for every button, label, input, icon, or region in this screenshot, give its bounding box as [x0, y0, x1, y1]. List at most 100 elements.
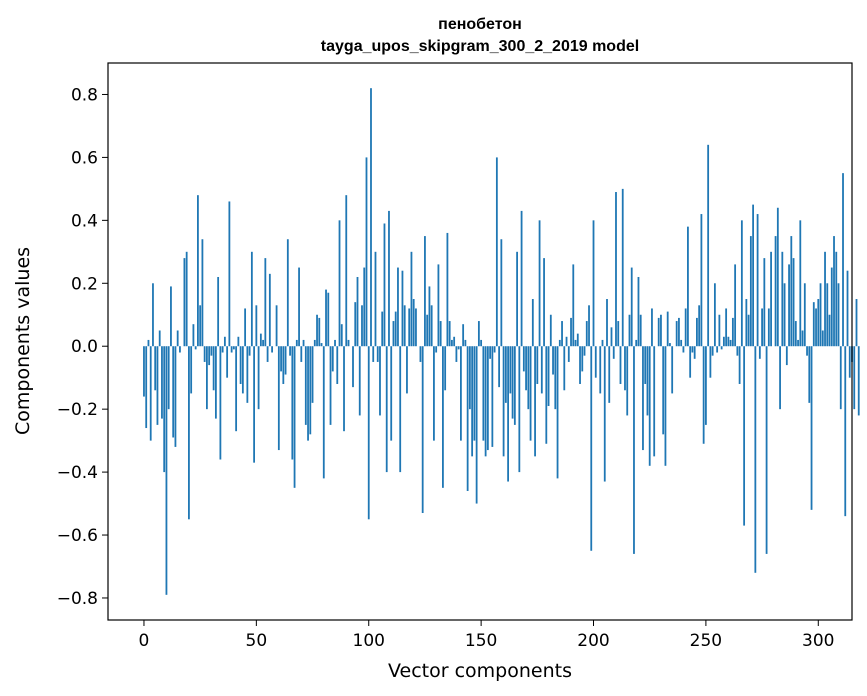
bar	[740, 220, 743, 347]
x-tick-label: 200	[577, 631, 609, 651]
bar	[161, 346, 163, 419]
bar	[152, 283, 154, 347]
bar	[489, 346, 492, 359]
bar	[266, 346, 269, 362]
y-tick-label: 0.6	[71, 148, 98, 168]
bar	[444, 346, 447, 391]
y-tick-label: 0.0	[71, 337, 98, 357]
bar	[156, 346, 159, 425]
bar	[289, 346, 291, 356]
bar	[401, 270, 404, 347]
bar	[709, 346, 712, 378]
bar	[446, 232, 449, 347]
bar	[262, 339, 264, 347]
x-tick-label: 250	[690, 631, 722, 651]
chart-title-line-1: пенобетон	[438, 16, 522, 33]
bar	[844, 346, 847, 517]
bar	[678, 317, 680, 347]
bar	[367, 346, 370, 520]
bar	[713, 283, 716, 347]
bar	[554, 346, 557, 410]
bar	[486, 346, 489, 451]
bar	[552, 346, 554, 375]
bar	[372, 346, 375, 362]
bar	[462, 324, 465, 347]
y-tick-label: 0.4	[71, 211, 98, 231]
bar	[758, 346, 761, 359]
bar	[426, 314, 429, 347]
bar	[259, 333, 262, 347]
bar	[662, 346, 665, 435]
bar	[691, 346, 694, 353]
bar	[637, 276, 640, 347]
bar	[603, 346, 606, 482]
bar	[201, 239, 204, 347]
bar	[696, 317, 698, 347]
bar	[473, 346, 476, 441]
bar	[765, 346, 768, 554]
bar	[592, 220, 595, 347]
bar	[590, 346, 593, 551]
bar	[626, 346, 629, 416]
bar	[756, 214, 759, 347]
bar	[356, 276, 359, 347]
bar	[518, 346, 521, 473]
bar	[291, 346, 294, 460]
bar	[567, 346, 570, 362]
bar	[817, 299, 820, 347]
bar	[682, 346, 685, 353]
bar	[711, 346, 714, 356]
bar	[277, 346, 280, 451]
bar	[226, 346, 229, 378]
bar	[720, 346, 723, 350]
bar	[437, 264, 440, 347]
bar	[170, 286, 172, 347]
bar	[343, 346, 345, 432]
bar	[264, 258, 267, 347]
bar	[536, 346, 539, 384]
y-tick-label: −0.4	[57, 463, 98, 483]
bar	[617, 321, 620, 347]
bar	[385, 346, 388, 473]
bar	[419, 346, 422, 362]
bar	[214, 346, 217, 419]
bar	[383, 223, 386, 347]
bar	[388, 210, 390, 347]
bar	[433, 346, 435, 441]
bar	[848, 346, 851, 378]
y-tick-label: −0.2	[57, 400, 98, 420]
bar	[752, 204, 754, 347]
bar	[543, 258, 545, 347]
bar	[729, 339, 732, 347]
bar	[428, 286, 431, 347]
bar	[812, 302, 815, 347]
bar	[293, 346, 296, 488]
x-axis-label: Vector components	[388, 660, 572, 682]
bar	[731, 317, 734, 347]
bar	[556, 346, 559, 479]
bar	[307, 346, 309, 441]
bar	[468, 346, 471, 410]
bar	[466, 346, 469, 491]
bar	[219, 346, 222, 460]
bar	[835, 251, 838, 347]
bar	[421, 346, 424, 514]
bar	[612, 346, 615, 359]
bar	[783, 283, 786, 347]
bar	[221, 346, 224, 353]
bar	[188, 346, 190, 520]
bar	[239, 346, 242, 384]
bar	[745, 299, 748, 347]
bar	[228, 201, 231, 347]
bar	[232, 346, 235, 350]
bar	[363, 267, 366, 347]
bar	[167, 346, 170, 410]
bar	[504, 346, 507, 403]
bar	[642, 346, 644, 451]
bar	[747, 314, 750, 347]
bar	[545, 346, 548, 444]
bar	[666, 311, 669, 347]
bar	[776, 207, 779, 347]
bar	[624, 346, 626, 391]
y-tick-label: 0.2	[71, 274, 98, 294]
